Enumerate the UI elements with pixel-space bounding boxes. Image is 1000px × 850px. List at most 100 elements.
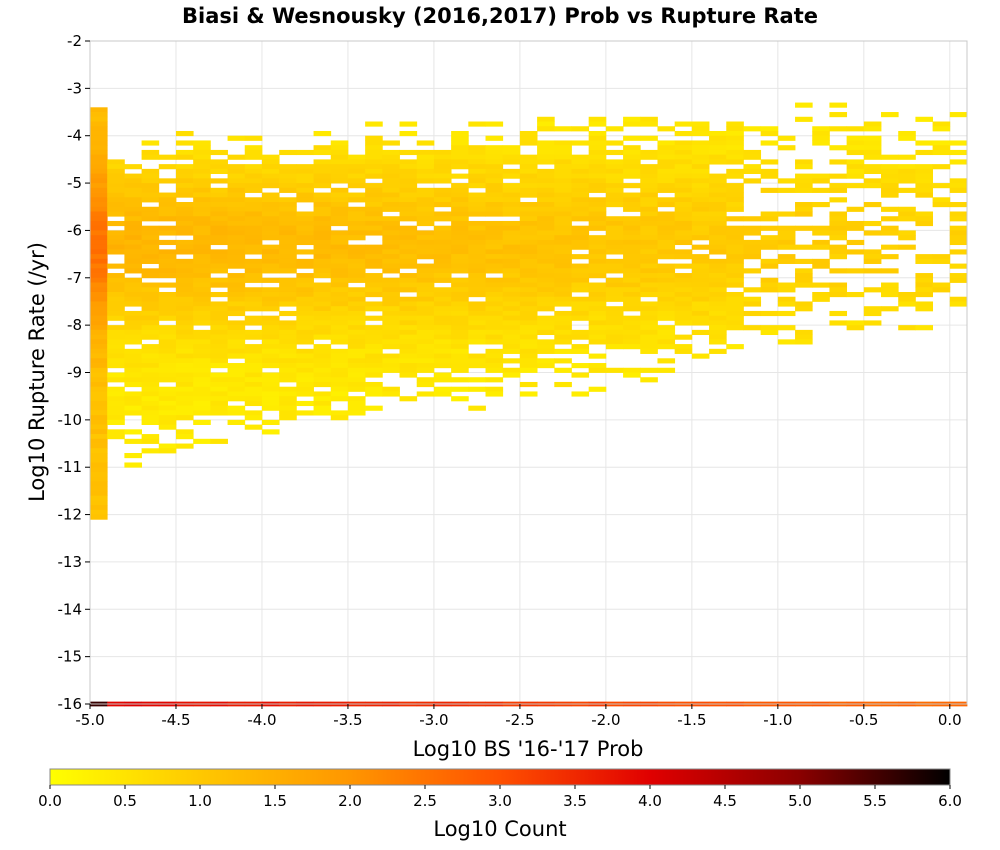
heatmap-cell <box>468 258 486 264</box>
colorbar-tick-label: 0.0 <box>38 792 62 810</box>
heatmap-cell <box>915 287 934 293</box>
heatmap-cell <box>640 225 658 231</box>
heatmap-cell <box>485 225 504 231</box>
heatmap-cell <box>193 396 211 402</box>
heatmap-cell <box>605 263 624 269</box>
heatmap-cell <box>124 164 142 170</box>
heatmap-cell <box>537 159 555 165</box>
heatmap-cell <box>863 202 882 208</box>
heatmap-cell <box>657 334 676 340</box>
heatmap-cell <box>502 145 521 151</box>
heatmap-cell <box>605 216 624 222</box>
heatmap-cell <box>485 310 504 317</box>
heatmap-cell <box>657 183 676 189</box>
heatmap-cell <box>365 363 383 369</box>
heatmap-cell <box>416 348 435 354</box>
heatmap-cell <box>760 126 779 132</box>
heatmap-cell <box>399 211 418 217</box>
heatmap-cell <box>898 301 916 307</box>
heatmap-cell <box>657 296 676 302</box>
heatmap-cell <box>141 353 160 359</box>
heatmap-cell <box>932 126 951 132</box>
heatmap-cell <box>193 306 211 312</box>
heatmap-cell <box>399 121 418 127</box>
heatmap-cell <box>399 254 418 260</box>
heatmap-cell <box>846 239 865 246</box>
heatmap-cell <box>468 358 486 364</box>
heatmap-cell <box>107 396 125 402</box>
colorbar-tick-label: 4.0 <box>638 792 662 810</box>
heatmap-cell <box>777 339 796 345</box>
heatmap-cell <box>279 211 297 217</box>
heatmap-cell <box>382 183 400 189</box>
heatmap-cell <box>382 391 400 397</box>
heatmap-cell <box>347 183 366 189</box>
heatmap-cell <box>365 367 383 373</box>
heatmap-cell <box>519 282 538 288</box>
heatmap-cell <box>330 230 349 236</box>
heatmap-cell <box>347 254 366 260</box>
heatmap-cell <box>261 315 280 321</box>
heatmap-cell <box>296 363 314 369</box>
heatmap-cell <box>863 249 882 255</box>
heatmap-cell <box>812 202 830 208</box>
heatmap-cell <box>777 287 796 293</box>
heatmap-cell <box>347 400 366 407</box>
heatmap-cell <box>330 173 349 179</box>
heatmap-cell <box>227 178 246 184</box>
colorbar-tick-label: 2.0 <box>338 792 362 810</box>
heatmap-cell <box>691 164 710 170</box>
heatmap-cell <box>175 263 194 269</box>
heatmap-cell <box>158 325 177 331</box>
heatmap-cell <box>107 377 125 383</box>
heatmap-cell <box>210 258 228 264</box>
heatmap-cell <box>726 192 744 198</box>
heatmap-cell <box>468 268 486 274</box>
heatmap-cell <box>519 329 538 336</box>
heatmap-cell <box>124 363 142 369</box>
heatmap-cell <box>571 310 590 317</box>
heatmap-cell <box>623 225 641 231</box>
heatmap-cell <box>330 178 349 184</box>
heatmap-cell <box>554 310 572 317</box>
heatmap-cell <box>898 135 916 141</box>
heatmap-cell <box>468 386 486 392</box>
heatmap-cell <box>588 154 607 160</box>
heatmap-cell <box>347 173 366 179</box>
heatmap-cell <box>571 363 590 369</box>
heatmap-cell <box>382 296 400 302</box>
heatmap-cell <box>898 291 916 298</box>
heatmap-cell <box>90 258 108 264</box>
heatmap-cell <box>537 183 555 189</box>
heatmap-cell <box>261 381 280 388</box>
heatmap-cell <box>107 291 125 298</box>
heatmap-cell <box>175 211 194 217</box>
heatmap-cell <box>691 235 710 241</box>
heatmap-cell <box>330 415 349 421</box>
heatmap-cell <box>932 197 951 203</box>
heatmap-cell <box>227 291 246 298</box>
heatmap-cell <box>726 154 744 160</box>
heatmap-cell <box>141 225 160 231</box>
heatmap-cell <box>279 268 297 274</box>
heatmap-cell <box>485 220 504 227</box>
heatmap-cell <box>554 154 572 160</box>
heatmap-cell <box>399 339 418 345</box>
heatmap-cell <box>193 249 211 255</box>
heatmap-cell <box>949 277 968 283</box>
heatmap-cell <box>881 164 899 170</box>
heatmap-cell <box>537 268 555 274</box>
heatmap-cell <box>433 187 452 193</box>
heatmap-cell <box>365 348 383 354</box>
heatmap-cell <box>519 235 538 241</box>
heatmap-cell <box>193 263 211 269</box>
heatmap-cell <box>227 419 246 425</box>
heatmap-cell <box>537 296 555 302</box>
heatmap-cell <box>261 277 280 283</box>
heatmap-cell <box>279 396 297 402</box>
heatmap-cell <box>502 225 521 231</box>
heatmap-cell <box>657 140 676 146</box>
heatmap-cell <box>588 197 607 203</box>
heatmap-cell <box>90 249 108 255</box>
heatmap-cell <box>210 329 228 336</box>
